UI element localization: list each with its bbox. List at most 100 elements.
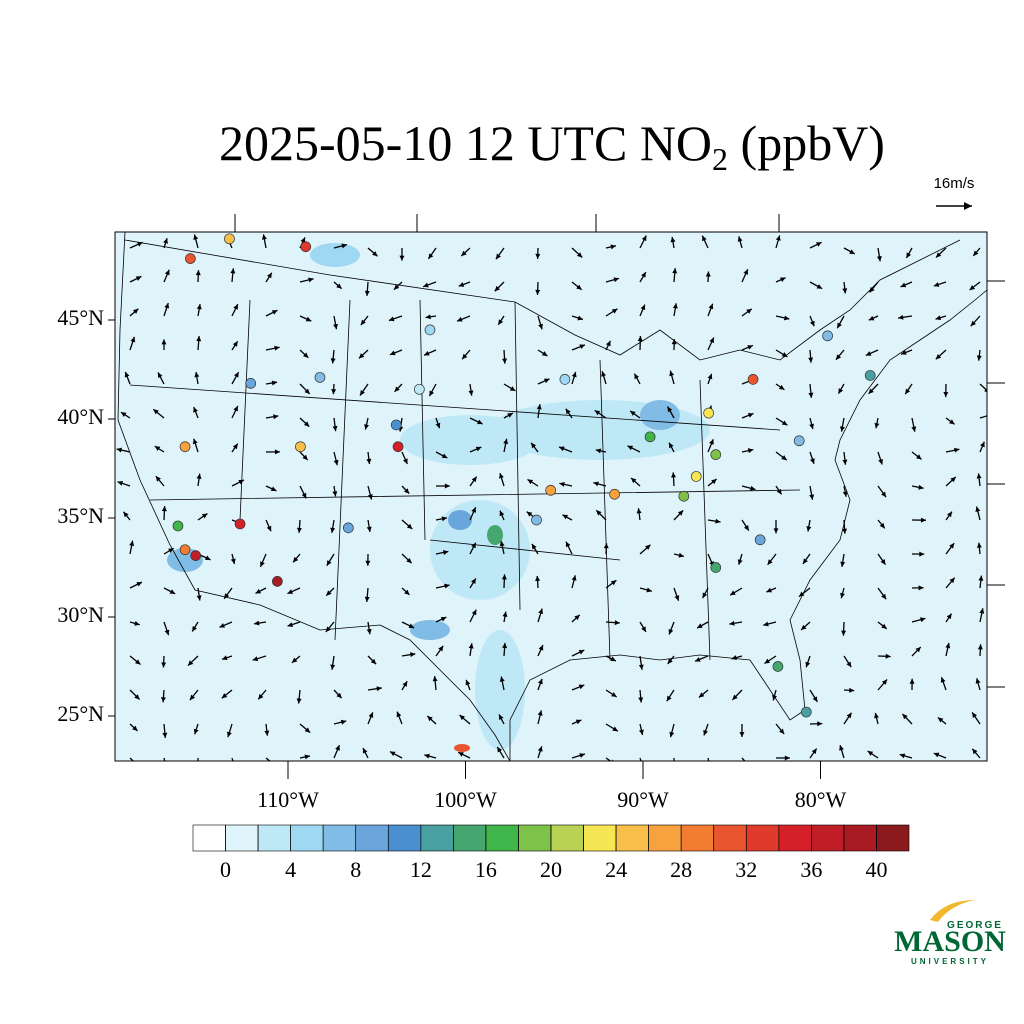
wind-arrow xyxy=(255,587,267,594)
arrow-head xyxy=(879,522,885,529)
wind-arrow xyxy=(571,247,583,258)
wind-arrow xyxy=(292,553,301,563)
arrow-head xyxy=(326,560,332,566)
arrow-head xyxy=(969,285,976,291)
arrow-head xyxy=(611,308,618,314)
wind-arrow xyxy=(537,349,548,357)
wind-arrow xyxy=(458,281,471,287)
colorbar-box xyxy=(453,824,487,852)
arrow-head xyxy=(970,320,976,327)
wind-arrow xyxy=(468,383,474,396)
arrow-head xyxy=(631,477,637,484)
arrow-head xyxy=(810,458,815,464)
arrow-head xyxy=(161,662,167,668)
wind-arrow xyxy=(435,516,448,522)
wind-arrow xyxy=(876,247,882,262)
arrow-head xyxy=(304,727,311,733)
arrow-head xyxy=(444,483,450,489)
wind-arrow xyxy=(671,472,677,487)
wind-arrow xyxy=(842,281,848,294)
wind-arrow xyxy=(401,652,416,658)
wind-arrow xyxy=(359,383,369,396)
station xyxy=(314,372,326,383)
wind-arrow xyxy=(333,281,343,290)
arrow-head xyxy=(134,620,140,626)
arrow-head xyxy=(471,476,477,483)
arrow-head xyxy=(304,388,310,394)
arrow-head xyxy=(737,236,743,242)
arrow-head xyxy=(670,236,676,243)
colorbar-label: 24 xyxy=(605,857,627,882)
lon-tick-label: 110°W xyxy=(257,787,319,812)
arrow-head xyxy=(333,323,338,330)
wind-arrow xyxy=(729,587,743,596)
logo-name: MASON xyxy=(894,925,1006,958)
arrow-head xyxy=(266,525,272,532)
arrow-head xyxy=(423,282,429,288)
arrow-head xyxy=(526,511,533,517)
colorbar-box xyxy=(778,824,812,852)
wind-arrow xyxy=(296,689,302,704)
wind-arrow xyxy=(935,315,947,321)
wind-arrow xyxy=(809,485,815,500)
lat-tick-label: 30°N xyxy=(57,602,104,627)
arrow-head xyxy=(898,314,904,320)
colorbar-label: 16 xyxy=(475,857,497,882)
arrow-head xyxy=(498,714,504,721)
arrow-head xyxy=(935,315,942,321)
wind-arrow xyxy=(332,485,338,497)
wind-arrow xyxy=(253,620,267,626)
wind-arrow xyxy=(940,676,947,691)
wind-arrow xyxy=(741,485,756,491)
arrow-head xyxy=(271,380,278,386)
lat-tick-label: 45°N xyxy=(57,305,104,330)
arrow-head xyxy=(468,643,474,649)
arrow-head xyxy=(497,746,503,753)
arrow-head xyxy=(773,528,779,534)
wind-arrow xyxy=(389,750,403,759)
wind-arrow xyxy=(187,655,199,667)
wind-arrow xyxy=(160,689,166,703)
arrow-head xyxy=(949,577,955,584)
arrow-head xyxy=(267,272,272,279)
wind-arrow xyxy=(496,746,505,759)
wind-arrow xyxy=(435,451,448,459)
concentration-field xyxy=(167,243,710,752)
arrow-head xyxy=(233,405,238,412)
wind-arrow xyxy=(703,723,709,736)
arrow-head xyxy=(163,764,169,770)
arrow-head xyxy=(976,542,982,548)
arrow-head xyxy=(671,339,677,345)
wind-arrow xyxy=(468,643,474,657)
station xyxy=(179,544,191,556)
arrow-head xyxy=(221,693,228,699)
wind-arrow xyxy=(299,417,310,428)
station xyxy=(234,518,246,530)
arrow-head xyxy=(475,446,482,452)
wind-arrow xyxy=(221,655,233,661)
arrow-head xyxy=(541,351,548,356)
arrow-head xyxy=(669,442,674,449)
wind-arrow xyxy=(197,757,199,761)
arrow-head xyxy=(641,766,647,772)
wind-arrow xyxy=(667,406,675,419)
station xyxy=(185,253,196,264)
arrow-head xyxy=(359,389,365,396)
arrow-head xyxy=(194,372,200,378)
wind-arrow xyxy=(603,543,609,555)
wind-arrow xyxy=(707,478,718,487)
wind-arrow xyxy=(163,621,170,636)
wind-arrow xyxy=(155,475,165,487)
wind-arrow xyxy=(537,608,544,623)
arrow-head xyxy=(134,694,140,700)
wind-arrow xyxy=(802,553,811,565)
wind-arrow xyxy=(364,417,369,430)
wind-arrow xyxy=(401,485,410,495)
arrow-head xyxy=(950,476,956,483)
arrow-head xyxy=(367,494,373,500)
arrow-head xyxy=(330,664,336,670)
arrow-head xyxy=(535,289,541,295)
wind-arrow xyxy=(299,723,311,734)
arrow-head xyxy=(168,548,174,554)
wind-arrow xyxy=(933,281,947,287)
